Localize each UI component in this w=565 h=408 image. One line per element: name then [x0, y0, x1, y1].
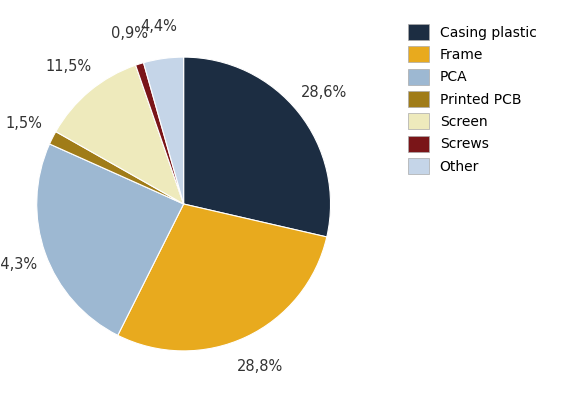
Wedge shape [56, 65, 184, 204]
Wedge shape [144, 57, 184, 204]
Wedge shape [136, 63, 184, 204]
Wedge shape [118, 204, 327, 351]
Legend: Casing plastic, Frame, PCA, Printed PCB, Screen, Screws, Other: Casing plastic, Frame, PCA, Printed PCB,… [403, 20, 541, 178]
Wedge shape [50, 132, 184, 204]
Text: 11,5%: 11,5% [46, 59, 92, 74]
Wedge shape [37, 144, 184, 335]
Text: 24,3%: 24,3% [0, 257, 38, 272]
Text: 4,4%: 4,4% [141, 19, 177, 34]
Text: 0,9%: 0,9% [111, 26, 149, 40]
Text: 1,5%: 1,5% [5, 115, 42, 131]
Text: 28,8%: 28,8% [237, 359, 283, 374]
Wedge shape [184, 57, 331, 237]
Text: 28,6%: 28,6% [301, 85, 347, 100]
